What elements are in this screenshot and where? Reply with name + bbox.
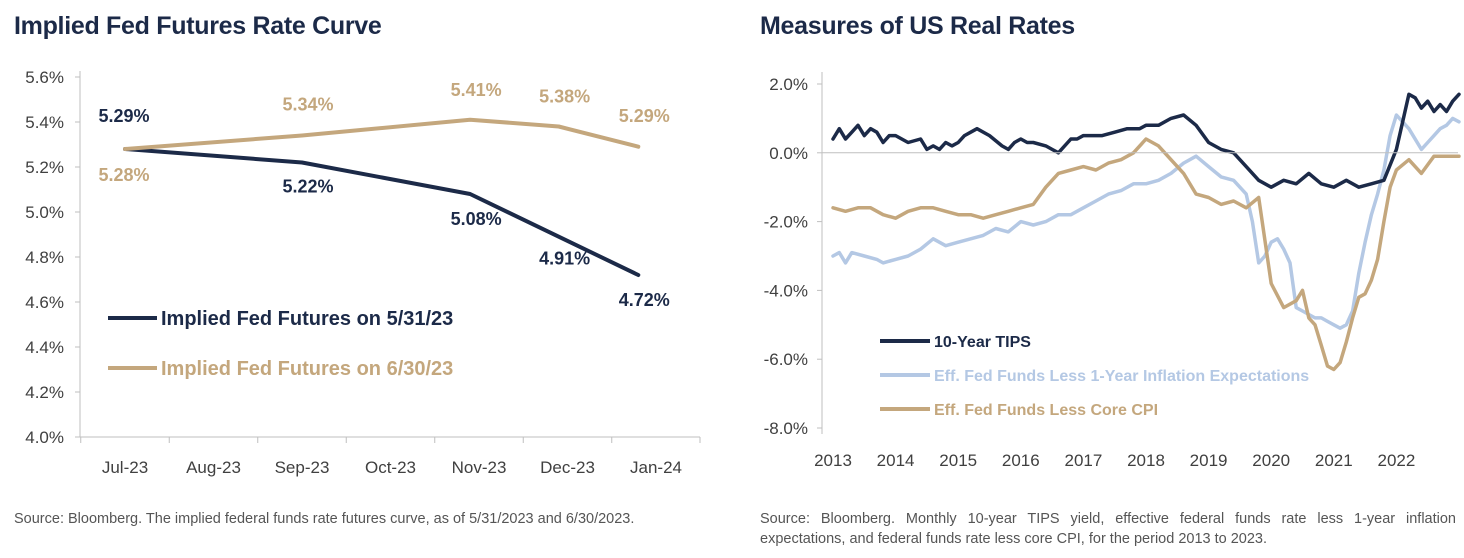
x-tick-label: 2018	[1127, 451, 1165, 470]
data-label: 5.41%	[451, 80, 502, 100]
right-chart-source: Source: Bloomberg. Monthly 10-year TIPS …	[760, 511, 1456, 547]
series-line-1	[123, 147, 641, 277]
left-chart-title: Implied Fed Futures Rate Curve	[14, 12, 382, 40]
x-tick-label: 2013	[814, 451, 852, 470]
legend-label-1: Implied Fed Futures on 5/31/23	[161, 308, 453, 330]
x-tick-label: 2015	[939, 451, 977, 470]
y-tick-label: -4.0%	[764, 281, 808, 300]
data-label: 5.08%	[451, 209, 502, 229]
x-tick-label: Oct-23	[365, 458, 416, 477]
y-tick-label: 5.2%	[25, 158, 64, 177]
y-tick-label: 5.0%	[25, 203, 64, 222]
data-label: 5.34%	[282, 95, 333, 115]
implied-fed-futures-chart: 4.0% 4.2% 4.4% 4.6% 4.8% 5.0% 5.2% 5.4% 5.6% Jul-…	[25, 68, 701, 477]
y-tick-label: -8.0%	[764, 419, 808, 438]
data-label: 5.29%	[98, 106, 149, 126]
y-tick-label: 0.0%	[769, 144, 808, 163]
x-tick-label: 2014	[877, 451, 915, 470]
data-label: 5.38%	[539, 87, 590, 107]
x-tick-label: 2016	[1002, 451, 1040, 470]
legend-label-3: Eff. Fed Funds Less Core CPI	[934, 402, 1158, 419]
data-label: 4.72%	[619, 290, 670, 310]
x-tick-label: Nov-23	[452, 458, 507, 477]
us-real-rates-chart: -8.0% -6.0% -4.0% -2.0% 0.0% 2.0% 2013 2014 2015…	[764, 72, 1461, 470]
y-tick-label: 4.2%	[25, 383, 64, 402]
x-tick-label: Dec-23	[540, 458, 595, 477]
y-tick-label: 5.4%	[25, 113, 64, 132]
series-line-3	[831, 137, 1461, 372]
y-tick-label: 4.8%	[25, 248, 64, 267]
y-tick-label: -2.0%	[764, 213, 808, 232]
y-tick-label: 4.6%	[25, 293, 64, 312]
y-tick-label: -6.0%	[764, 350, 808, 369]
legend-label-2: Eff. Fed Funds Less 1-Year Inflation Exp…	[934, 368, 1309, 385]
x-tick-label: Jul-23	[102, 458, 148, 477]
x-tick-label: Jan-24	[630, 458, 682, 477]
legend-label-2: Implied Fed Futures on 6/30/23	[161, 358, 453, 380]
series-line-1	[831, 92, 1461, 189]
x-tick-label: 2017	[1064, 451, 1102, 470]
x-tick-label: 2019	[1190, 451, 1228, 470]
series-line-2	[123, 117, 641, 151]
data-label: 5.28%	[98, 165, 149, 185]
data-label: 5.29%	[619, 106, 670, 126]
data-label: 5.22%	[282, 177, 333, 197]
y-tick-label: 5.6%	[25, 68, 64, 87]
y-tick-label: 4.4%	[25, 338, 64, 357]
x-tick-label: 2021	[1315, 451, 1353, 470]
x-tick-label: Sep-23	[275, 458, 330, 477]
data-label: 4.91%	[539, 248, 590, 268]
y-tick-label: 2.0%	[769, 75, 808, 94]
legend-label-1: 10-Year TIPS	[934, 334, 1031, 351]
x-tick-label: 2020	[1252, 451, 1290, 470]
x-tick-label: Aug-23	[186, 458, 241, 477]
right-chart-title: Measures of US Real Rates	[760, 12, 1075, 40]
left-chart-source: Source: Bloomberg. The implied federal f…	[14, 511, 635, 527]
y-tick-label: 4.0%	[25, 428, 64, 447]
series-line-2	[831, 113, 1461, 330]
x-tick-label: 2022	[1377, 451, 1415, 470]
